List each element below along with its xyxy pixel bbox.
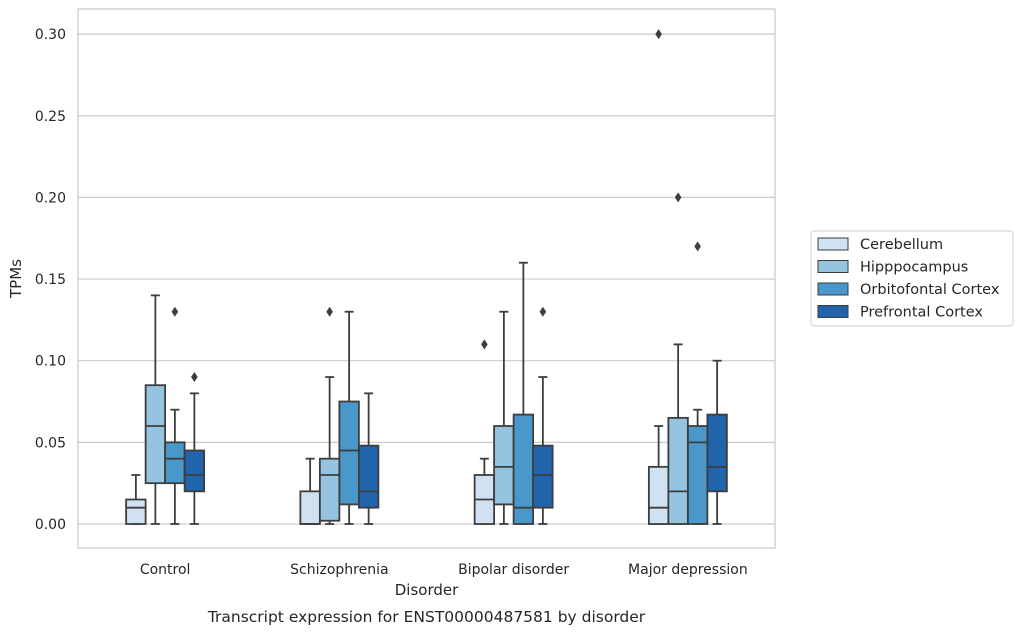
box-cerebellum <box>125 474 147 525</box>
box-prefrontal-cortex <box>706 359 728 525</box>
box-orbitofontal-cortex <box>164 306 186 525</box>
box-body <box>686 425 709 525</box>
box-body <box>318 457 341 522</box>
outlier-point <box>674 192 682 203</box>
box-prefrontal-cortex <box>357 392 380 525</box>
box-hipppocampus <box>667 192 689 525</box>
box-hipppocampus <box>493 310 515 525</box>
box-cerebellum <box>647 29 670 525</box>
box-body <box>667 416 689 525</box>
legend-frame <box>810 230 1014 327</box>
y-tick-label: 0.30 <box>35 27 66 43</box>
x-tick-label: Control <box>140 562 191 578</box>
box-orbitofontal-cortex <box>686 241 709 525</box>
x-tick-label: Schizophrenia <box>290 562 388 578</box>
box-body <box>183 449 206 493</box>
outlier-point <box>481 339 488 350</box>
box-body <box>125 498 147 525</box>
box-body <box>357 444 380 509</box>
outlier-point <box>171 306 179 317</box>
x-tick-label: Bipolar disorder <box>458 562 569 578</box>
box-hipppocampus <box>318 306 341 525</box>
box-body <box>532 444 554 509</box>
box-body <box>164 441 186 485</box>
boxes <box>125 29 728 525</box>
box-cerebellum <box>473 339 496 525</box>
y-axis-label: TPMs <box>7 259 25 299</box>
x-axis: Control Schizophrenia Bipolar disorder Majo… <box>140 562 748 578</box>
legend-swatch <box>817 260 849 273</box>
outlier-point <box>539 306 547 317</box>
box-orbitofontal-cortex <box>512 261 535 525</box>
box-body <box>338 400 360 506</box>
legend-swatch <box>817 237 849 251</box>
legend: Cerebellum Hipppocampus Orbitofontal Corte… <box>810 230 1014 327</box>
legend-label: Orbitofontal Cortex <box>860 282 1000 298</box>
box-body <box>144 384 167 485</box>
y-tick-label: 0.15 <box>35 272 66 288</box>
outlier-point <box>191 372 198 383</box>
legend-swatch <box>817 282 849 296</box>
y-axis: 0.00 0.05 0.10 0.15 0.20 0.25 0.30 <box>35 27 66 533</box>
x-tick-label: Major depression <box>628 562 748 578</box>
box-body <box>493 425 515 506</box>
box-prefrontal-cortex <box>183 372 206 525</box>
box-body <box>706 413 728 493</box>
legend-label: Hipppocampus <box>860 260 968 276</box>
legend-label: Cerebellum <box>860 237 943 253</box>
x-axis-label: Disorder <box>395 581 459 599</box>
y-tick-label: 0.00 <box>35 517 66 533</box>
box-hipppocampus <box>144 294 167 525</box>
outlier-point <box>655 29 662 40</box>
y-tick-label: 0.20 <box>35 190 66 206</box>
box-orbitofontal-cortex <box>338 310 360 525</box>
outlier-point <box>326 306 333 317</box>
y-tick-label: 0.05 <box>35 435 66 451</box>
plot-frame <box>77 8 776 549</box>
legend-swatch <box>817 305 849 318</box>
y-tick-label: 0.10 <box>35 354 66 370</box>
box-prefrontal-cortex <box>532 306 554 525</box>
legend-label: Prefrontal Cortex <box>860 305 983 321</box>
y-tick-label: 0.25 <box>35 109 66 125</box>
box-cerebellum <box>299 457 321 525</box>
box-body <box>647 465 670 525</box>
box-body <box>299 490 321 525</box>
outlier-point <box>694 241 701 252</box>
chart-caption: Transcript expression for ENST0000048758… <box>207 608 646 626</box>
